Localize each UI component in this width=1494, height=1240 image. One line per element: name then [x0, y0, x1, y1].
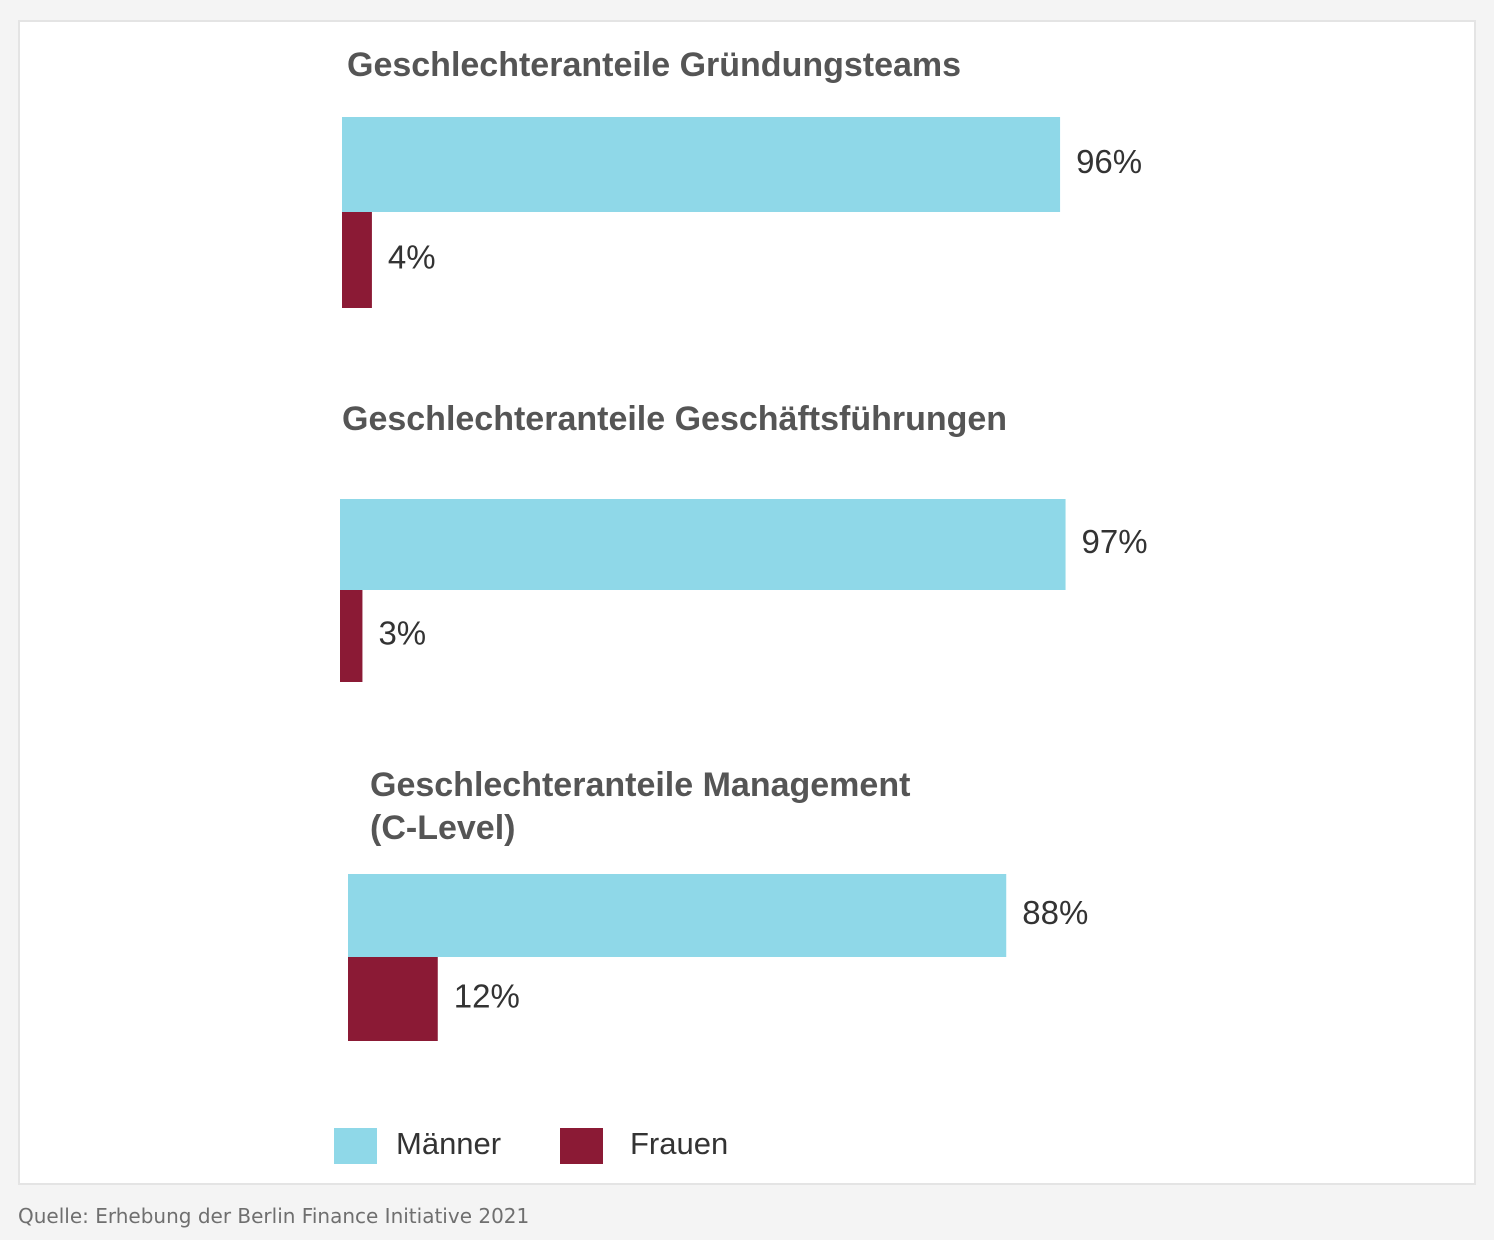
chart-svg: Geschlechteranteile Gründungsteams 96% 4% G…: [334, 46, 1148, 1164]
chart-title-2: Geschlechteranteile Geschäftsführungen: [342, 400, 1007, 438]
bar-frauen-2: [340, 590, 363, 682]
data-label-frauen-2: 3%: [378, 615, 426, 652]
chart-title-3-line-2: (C-Level): [370, 809, 515, 847]
data-label-maenner-2: 97%: [1082, 523, 1148, 560]
legend-swatch-maenner: [334, 1128, 377, 1164]
bar-frauen-3: [348, 957, 438, 1041]
bar-maenner-1: [342, 117, 1061, 212]
chart-title-3-line-1: Geschlechteranteile Management: [370, 766, 910, 804]
data-label-frauen-1: 4%: [388, 239, 436, 276]
legend-label-frauen: Frauen: [630, 1126, 728, 1161]
bar-frauen-1: [342, 212, 372, 308]
data-label-maenner-1: 96%: [1076, 143, 1142, 180]
bar-maenner-2: [340, 499, 1066, 590]
legend-label-maenner: Männer: [396, 1126, 501, 1161]
data-label-maenner-3: 88%: [1022, 894, 1088, 931]
source-caption: Quelle: Erhebung der Berlin Finance Init…: [18, 1204, 530, 1228]
chart-title-1: Geschlechteranteile Gründungsteams: [347, 46, 961, 84]
legend-swatch-frauen: [560, 1128, 603, 1164]
data-label-frauen-3: 12%: [454, 978, 520, 1015]
chart-frame: Geschlechteranteile Gründungsteams 96% 4% G…: [18, 20, 1476, 1185]
bar-maenner-3: [348, 874, 1007, 957]
